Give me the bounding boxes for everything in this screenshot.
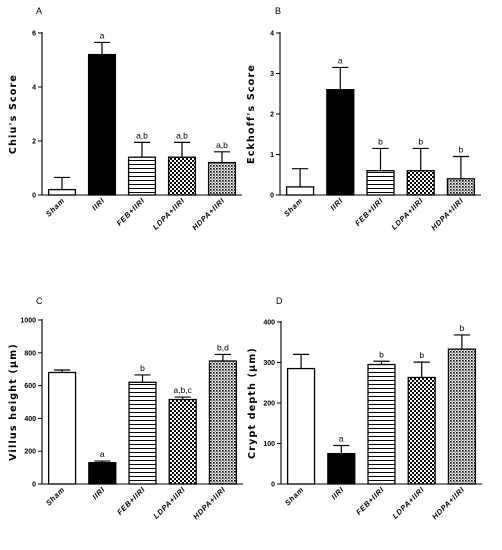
significance-label: a	[100, 449, 105, 459]
y-tick-label: 300	[263, 360, 275, 367]
bar-ldpa-iiri	[406, 170, 435, 196]
y-axis-title: Crypt depth (μm)	[247, 347, 258, 459]
x-tick-label: HDPA+IIRI	[191, 485, 227, 521]
x-tick-label: Sham	[44, 196, 67, 219]
bar-ldpa-iiri	[407, 376, 436, 485]
y-axis-title: Eckhoff's Score	[246, 64, 257, 164]
bar-iiri	[326, 89, 355, 196]
bar-iiri	[327, 452, 356, 485]
significance-label: b	[460, 323, 465, 333]
bar-feb-iiri	[127, 156, 157, 196]
y-tick-label: 2	[270, 112, 274, 119]
y-tick-label: 400	[263, 320, 275, 327]
significance-label: b	[140, 363, 145, 373]
x-tick-label: IIRI	[90, 485, 107, 502]
bar-hdpa-iiri	[446, 178, 476, 196]
y-tick-label: 600	[24, 383, 36, 390]
bar-iiri	[88, 462, 117, 485]
panel-letter: D	[276, 296, 283, 306]
significance-label: a,b,c	[173, 385, 192, 395]
significance-label: b	[378, 136, 383, 146]
bar-hdpa-iiri	[447, 348, 477, 485]
chart-panel-d: D Crypt depth (μm) 0 100 200 300 400 Sham a IIRI b…	[247, 296, 482, 521]
significance-label: b,d	[217, 342, 229, 352]
bar-feb-iiri	[128, 381, 157, 485]
x-tick-label: Sham	[44, 485, 67, 508]
x-tick-label: IIRI	[90, 196, 107, 213]
bar-sham	[285, 186, 315, 196]
chart-panel-a: A Chiu's Score 0 2 4 6 Sham a IIRI a,b FEB+IIRI a,b…	[8, 6, 242, 232]
x-tick-label: IIRI	[328, 196, 345, 213]
significance-label: b	[459, 145, 464, 155]
x-tick-label: HDPA+IIRI	[430, 485, 466, 521]
bar-ldpa-iiri	[167, 156, 197, 196]
y-axis-title: Chiu's Score	[8, 74, 19, 154]
x-tick-label: FEB+IIRI	[115, 485, 147, 517]
chart-panel-b: B Eckhoff's Score 0 1 2 3 4 Sham a IIRI b FEB+IIRI b…	[246, 6, 481, 232]
y-tick-label: 6	[32, 31, 36, 38]
y-tick-label: 0	[32, 482, 36, 489]
significance-label: a,b	[136, 130, 148, 140]
y-tick-label: 4	[32, 85, 36, 92]
x-tick-label: FEB+IIRI	[354, 485, 386, 517]
panel-letter: B	[275, 6, 281, 16]
bar-sham	[47, 371, 77, 485]
y-tick-label: 1000	[20, 318, 36, 325]
x-tick-label: LDPA+IIRI	[152, 485, 188, 521]
significance-label: b	[418, 136, 423, 146]
y-axis-title: Villus height (μm)	[8, 343, 19, 461]
y-tick-label: 0	[271, 482, 275, 489]
panel-letter: A	[36, 6, 42, 16]
bar-iiri	[87, 53, 117, 196]
y-tick-label: 200	[24, 449, 36, 456]
significance-label: a,b	[216, 140, 228, 150]
y-tick-label: 800	[24, 350, 36, 357]
x-tick-label: LDPA+IIRI	[391, 485, 427, 521]
y-tick-label: 3	[270, 71, 274, 78]
y-tick-label: 400	[24, 416, 36, 423]
y-tick-label: 0	[32, 193, 36, 200]
x-tick-label: Sham	[282, 196, 305, 219]
significance-label: a,b	[176, 130, 188, 140]
y-tick-label: 2	[32, 139, 36, 146]
x-tick-label: HDPA+IIRI	[190, 196, 226, 232]
y-tick-label: 100	[263, 441, 275, 448]
y-tick-label: 200	[263, 401, 275, 408]
y-tick-label: 1	[270, 152, 274, 159]
x-tick-label: HDPA+IIRI	[429, 196, 465, 232]
chart-panel-c: C Villus height (μm) 0 200 400 600 800 1000 Sham…	[8, 296, 243, 521]
bar-ldpa-iiri	[168, 398, 197, 485]
significance-label: a	[100, 30, 105, 40]
bar-feb-iiri	[366, 170, 395, 196]
bar-hdpa-iiri	[208, 360, 238, 485]
bar-sham	[286, 367, 316, 485]
significance-label: b	[379, 349, 384, 359]
x-tick-label: FEB+IIRI	[353, 196, 385, 228]
significance-label: a	[339, 434, 344, 444]
x-tick-label: IIRI	[329, 485, 346, 502]
panel-letter: C	[36, 296, 43, 306]
bar-feb-iiri	[367, 363, 396, 485]
x-tick-label: LDPA+IIRI	[390, 196, 426, 232]
bar-sham	[47, 188, 77, 196]
significance-label: b	[419, 350, 424, 360]
significance-label: a	[338, 55, 343, 65]
x-tick-label: LDPA+IIRI	[151, 196, 187, 232]
bar-hdpa-iiri	[207, 161, 237, 196]
x-tick-label: Sham	[283, 485, 306, 508]
x-tick-label: FEB+IIRI	[115, 196, 147, 228]
y-tick-label: 0	[270, 193, 274, 200]
y-tick-label: 4	[270, 31, 274, 38]
